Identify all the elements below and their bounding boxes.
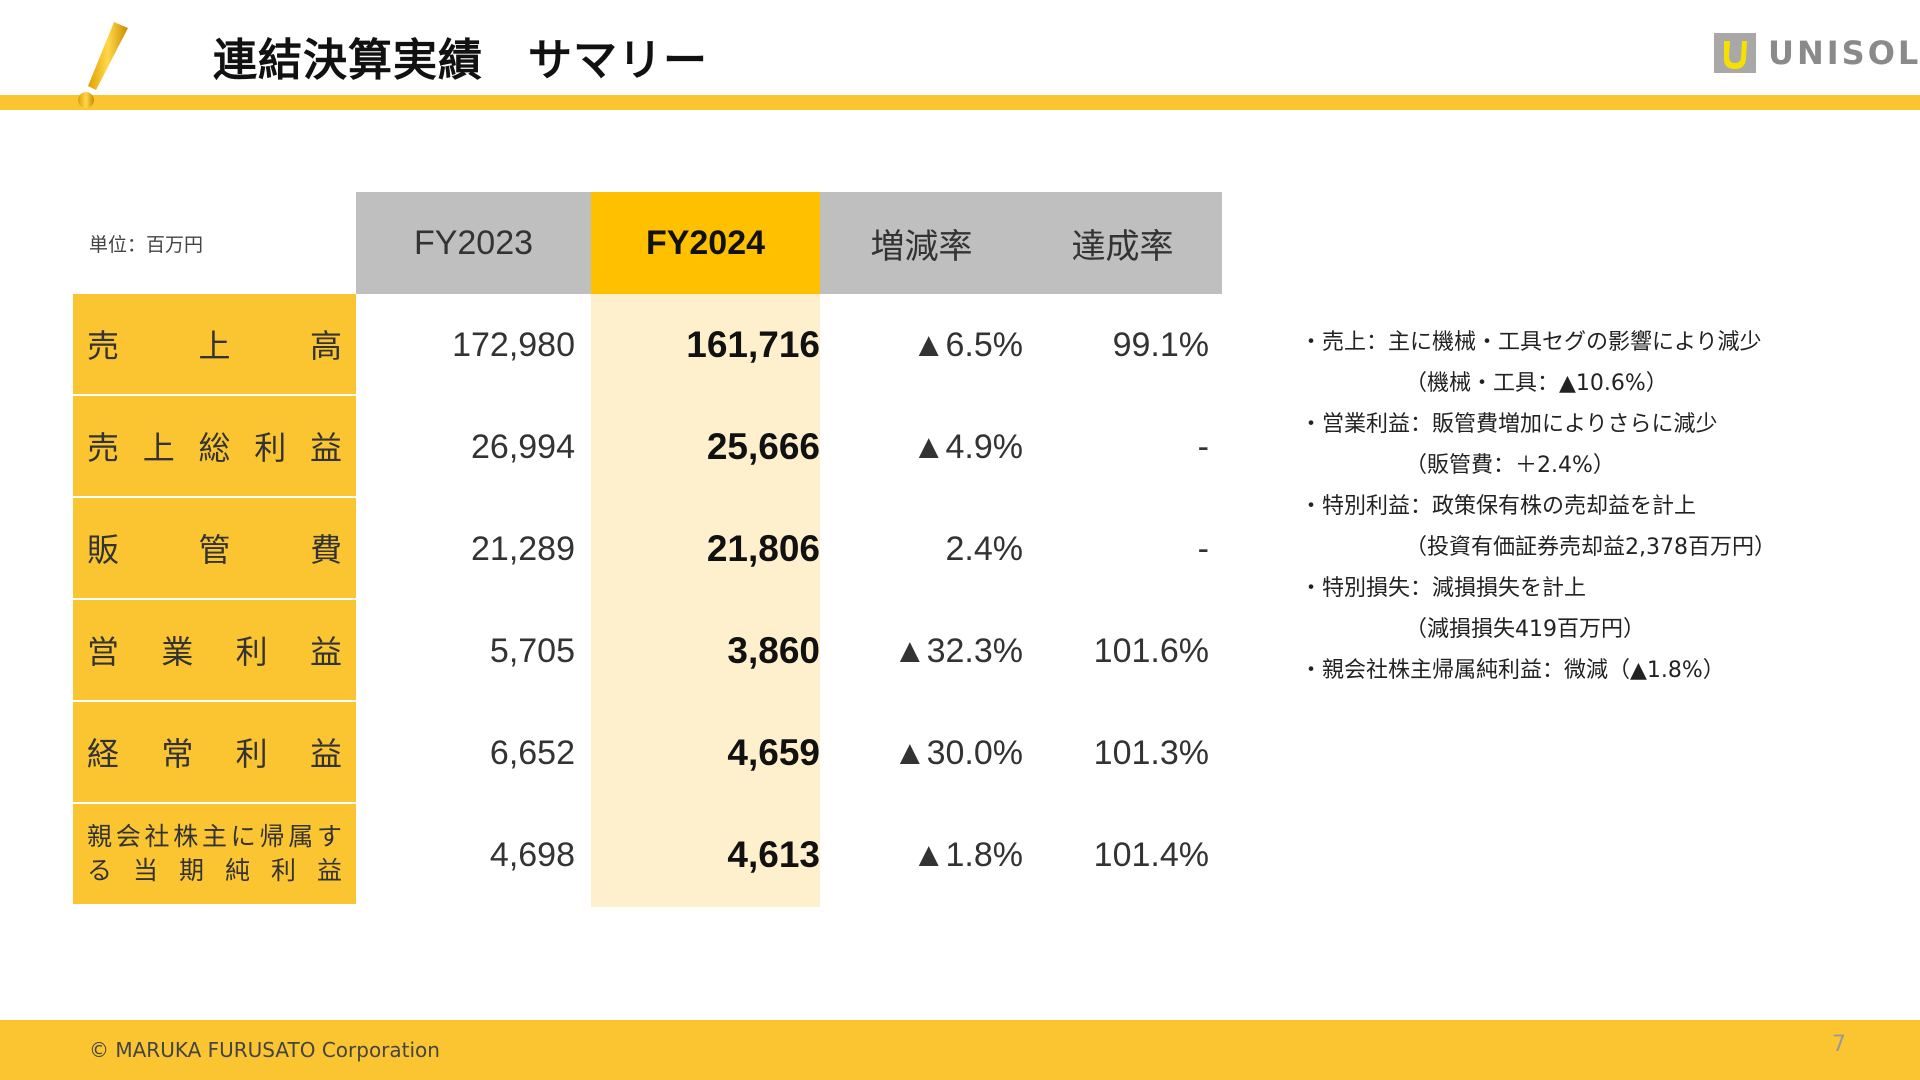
- note-item: ・親会社株主帰属純利益：微減（▲1.8%）: [1300, 658, 1725, 683]
- note-detail: （投資有価証券売却益2,378百万円）: [1405, 535, 1776, 560]
- column-header-fy2024: FY2024: [591, 192, 820, 294]
- table-row: 営業利益 5,705 3,860 ▲32.3% 101.6%: [73, 600, 1223, 702]
- cell-achievement: 101.4%: [1093, 835, 1209, 874]
- row-label-line: る当期純利益: [87, 856, 342, 885]
- table-row: 売上高 172,980 161,716 ▲6.5% 99.1%: [73, 294, 1223, 396]
- row-label: 営業利益: [73, 600, 356, 700]
- cell-change: ▲30.0%: [892, 733, 1023, 772]
- cell-change: 2.4%: [945, 529, 1024, 568]
- cell-fy2023: 172,980: [452, 325, 575, 364]
- table-row: 売上総利益 26,994 25,666 ▲4.9% -: [73, 396, 1223, 498]
- cell-change: ▲32.3%: [892, 631, 1023, 670]
- note-detail: （販管費：＋2.4%）: [1405, 453, 1615, 478]
- cell-fy2024: 3,860: [727, 630, 820, 671]
- header-accent-bar: [0, 95, 1920, 110]
- page-title: 連結決算実績 サマリー: [213, 35, 708, 86]
- footer-bar: © MARUKA FURUSATO Corporation 7: [0, 1020, 1920, 1080]
- cell-fy2024: 21,806: [706, 528, 820, 569]
- cell-fy2024: 25,666: [706, 426, 820, 467]
- unit-label: 単位：百万円: [89, 234, 204, 256]
- cell-change: ▲4.9%: [911, 427, 1023, 466]
- note-item: ・特別利益：政策保有株の売却益を計上: [1300, 494, 1697, 519]
- exclamation-icon: [78, 22, 128, 108]
- cell-fy2024: 4,613: [727, 834, 820, 875]
- cell-fy2024: 4,659: [727, 732, 820, 773]
- cell-achievement: -: [1197, 529, 1209, 568]
- table-row: 親会社株主に帰属す る当期純利益 4,698 4,613 ▲1.8% 101.4%: [73, 804, 1223, 906]
- row-label-text: 売上高: [87, 327, 342, 365]
- cell-achievement: 101.6%: [1093, 631, 1209, 670]
- cell-achievement: -: [1197, 427, 1209, 466]
- note-item: ・特別損失：減損損失を計上: [1300, 576, 1587, 601]
- fy2024-highlight: [591, 294, 820, 907]
- column-header-achievement: 達成率: [1023, 192, 1222, 294]
- row-label: 親会社株主に帰属す る当期純利益: [73, 804, 356, 904]
- unisol-logo-icon: [1714, 33, 1756, 73]
- cell-fy2023: 5,705: [489, 631, 575, 670]
- notes-list: ・売上：主に機械・工具セグの影響により減少 （機械・工具：▲10.6%） ・営業…: [1300, 322, 1776, 691]
- cell-achievement: 99.1%: [1112, 325, 1209, 364]
- cell-change: ▲1.8%: [911, 835, 1023, 874]
- row-label-text: 経常利益: [87, 735, 342, 773]
- page-number: 7: [1832, 1032, 1846, 1057]
- row-label: 売上総利益: [73, 396, 356, 496]
- cell-fy2023: 4,698: [489, 835, 575, 874]
- column-header-fy2023: FY2023: [356, 192, 591, 294]
- cell-fy2023: 6,652: [489, 733, 575, 772]
- note-detail: （減損損失419百万円）: [1405, 617, 1645, 642]
- cell-fy2024: 161,716: [686, 324, 820, 365]
- company-logo: UNISOL: [1714, 33, 1920, 73]
- note-item: ・営業利益：販管費増加によりさらに減少: [1300, 412, 1718, 437]
- column-header-change: 増減率: [820, 192, 1023, 294]
- cell-fy2023: 26,994: [471, 427, 575, 466]
- row-label-text: 販管費: [87, 531, 342, 569]
- row-label: 売上高: [73, 294, 356, 394]
- cell-change: ▲6.5%: [911, 325, 1023, 364]
- cell-achievement: 101.3%: [1093, 733, 1209, 772]
- table-row: 経常利益 6,652 4,659 ▲30.0% 101.3%: [73, 702, 1223, 804]
- table-row: 販管費 21,289 21,806 2.4% -: [73, 498, 1223, 600]
- row-label-text: 営業利益: [87, 633, 342, 671]
- row-label: 経常利益: [73, 702, 356, 802]
- cell-fy2023: 21,289: [471, 529, 575, 568]
- row-label-line: 親会社株主に帰属す: [87, 822, 342, 851]
- row-label-text: 売上総利益: [87, 429, 342, 467]
- note-detail: （機械・工具：▲10.6%）: [1405, 371, 1668, 396]
- copyright: © MARUKA FURUSATO Corporation: [89, 1038, 440, 1062]
- logo-text: UNISOL: [1768, 34, 1920, 72]
- note-item: ・売上：主に機械・工具セグの影響により減少: [1300, 330, 1762, 355]
- row-label: 販管費: [73, 498, 356, 598]
